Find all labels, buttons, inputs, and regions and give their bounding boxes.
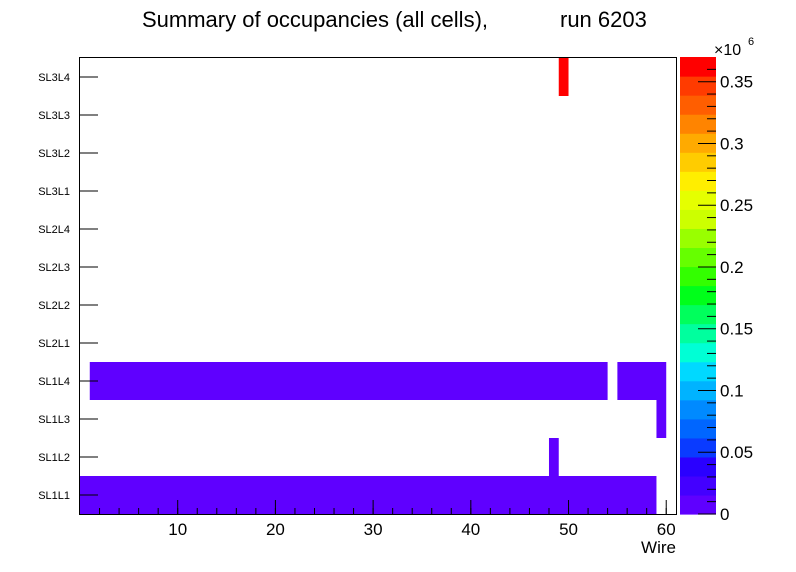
z-multiplier-label: ×10 bbox=[714, 42, 741, 59]
z-tick-label-1: 0.05 bbox=[720, 443, 753, 462]
z-tick-label-0: 0 bbox=[720, 505, 729, 524]
y-tick-label-sl3l1: SL3L1 bbox=[38, 186, 70, 198]
y-tick-label-sl2l1: SL2L1 bbox=[38, 338, 70, 350]
y-axis: SL1L1 SL1L2 SL1L3 SL1L4 SL2L1 SL2L2 SL2L3 SL2L4… bbox=[38, 72, 98, 502]
palette-segment-7 bbox=[680, 361, 716, 382]
palette-segment-0 bbox=[680, 494, 716, 515]
heatmap-cell-sl1l4-3 bbox=[89, 362, 608, 400]
z-tick-label-5: 0.25 bbox=[720, 196, 753, 215]
x-axis-title: Wire bbox=[641, 538, 676, 557]
y-tick-label-sl1l3: SL1L3 bbox=[38, 414, 70, 426]
palette-segment-18 bbox=[680, 152, 716, 172]
y-tick-label-sl1l1: SL1L1 bbox=[38, 490, 70, 502]
z-exponent-label: 6 bbox=[748, 36, 754, 48]
color-palette-bar bbox=[680, 57, 716, 515]
heatmap-cells bbox=[80, 58, 667, 514]
palette-segment-9 bbox=[680, 323, 716, 344]
heatmap-cell-sl1l3-2 bbox=[656, 400, 667, 438]
palette-segment-5 bbox=[680, 399, 716, 420]
palette-segment-3 bbox=[680, 437, 716, 458]
x-tick-label-10: 10 bbox=[168, 520, 187, 539]
palette-segment-17 bbox=[680, 171, 716, 191]
heatmap-cell-sl3l4-5 bbox=[558, 58, 569, 96]
palette-segment-15 bbox=[680, 209, 716, 229]
run-label: run 6203 bbox=[560, 7, 647, 32]
y-tick-label-sl2l4: SL2L4 bbox=[38, 224, 70, 236]
z-tick-label-3: 0.15 bbox=[720, 320, 753, 339]
z-axis-multiplier: ×10 6 bbox=[714, 36, 754, 59]
x-tick-label-40: 40 bbox=[461, 520, 480, 539]
palette-segment-10 bbox=[680, 304, 716, 325]
y-tick-label-sl3l2: SL3L2 bbox=[38, 148, 70, 160]
x-axis: 10 20 30 40 50 60 bbox=[99, 500, 676, 539]
palette-segment-11 bbox=[680, 285, 716, 306]
palette-segment-4 bbox=[680, 418, 716, 439]
palette-segment-23 bbox=[680, 57, 716, 77]
palette-segment-13 bbox=[680, 247, 716, 268]
heatmap-cell-sl1l2-1 bbox=[548, 438, 559, 476]
x-tick-label-30: 30 bbox=[364, 520, 383, 539]
palette-segment-1 bbox=[680, 475, 716, 496]
palette-segment-8 bbox=[680, 342, 716, 363]
palette-segment-22 bbox=[680, 76, 716, 96]
heatmap-cell-sl1l1-0 bbox=[80, 476, 657, 514]
y-tick-label-sl1l2: SL1L2 bbox=[38, 452, 70, 464]
z-axis: 0 0.05 0.1 0.15 0.2 0.25 0.3 0.35 bbox=[698, 68, 753, 524]
palette-segment-14 bbox=[680, 228, 716, 249]
y-tick-label-sl3l4: SL3L4 bbox=[38, 72, 70, 84]
x-tick-label-50: 50 bbox=[559, 520, 578, 539]
x-tick-label-20: 20 bbox=[266, 520, 285, 539]
palette-segment-2 bbox=[680, 456, 716, 477]
z-tick-label-4: 0.2 bbox=[720, 258, 744, 277]
y-tick-label-sl3l3: SL3L3 bbox=[38, 110, 70, 122]
z-tick-label-7: 0.35 bbox=[720, 73, 753, 92]
y-tick-label-sl2l3: SL2L3 bbox=[38, 262, 70, 274]
z-tick-label-2: 0.1 bbox=[720, 381, 744, 400]
heatmap-cell-sl1l4-4 bbox=[617, 362, 667, 400]
plot-frame bbox=[79, 57, 677, 515]
z-tick-label-6: 0.3 bbox=[720, 134, 744, 153]
chart-title: Summary of occupancies (all cells), bbox=[142, 7, 488, 32]
y-tick-label-sl1l4: SL1L4 bbox=[38, 376, 70, 388]
palette-segment-12 bbox=[680, 266, 716, 287]
x-tick-label-60: 60 bbox=[657, 520, 676, 539]
y-tick-label-sl2l2: SL2L2 bbox=[38, 300, 70, 312]
palette-segment-21 bbox=[680, 95, 716, 115]
